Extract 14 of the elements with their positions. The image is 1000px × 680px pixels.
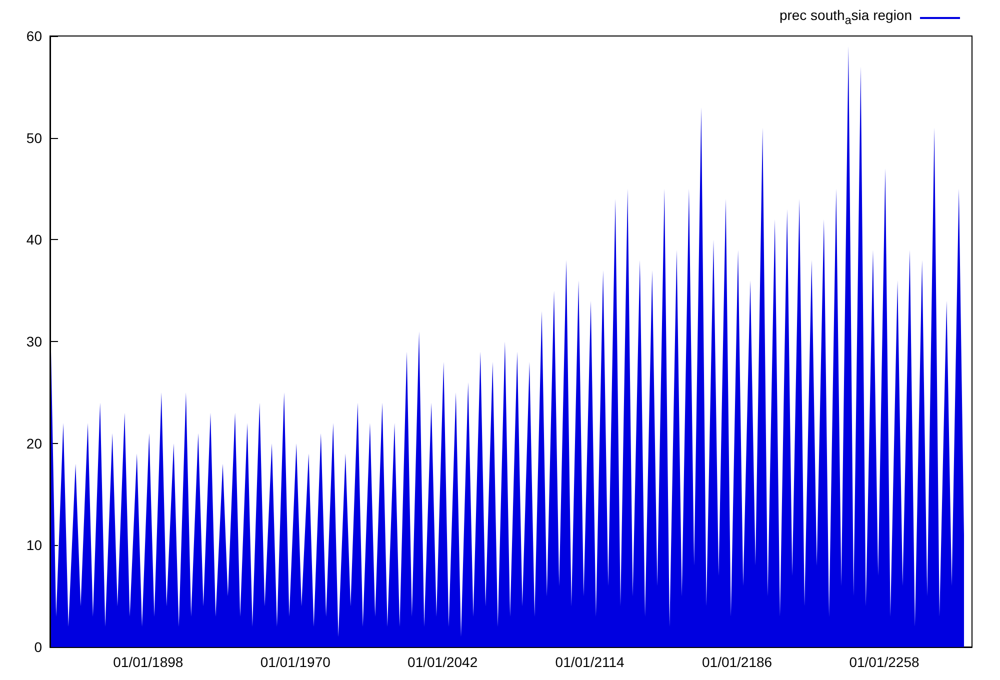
y-tick-label: 40 [26, 232, 42, 248]
x-tick-label: 01/01/2042 [408, 654, 478, 670]
x-tick-label: 01/01/2186 [702, 654, 772, 670]
y-tick-label: 10 [26, 537, 42, 554]
y-tick-label: 50 [26, 130, 42, 146]
x-tick-label: 01/01/1970 [260, 654, 331, 670]
x-tick-label: 01/01/1898 [113, 654, 184, 670]
y-tick-label: 30 [26, 334, 42, 350]
y-tick-label: 20 [26, 435, 42, 452]
x-tick-label: 01/01/2258 [849, 654, 920, 670]
x-tick-label: 01/01/2114 [555, 654, 625, 670]
y-tick-label: 0 [34, 639, 42, 655]
y-tick-label: 60 [26, 28, 42, 44]
legend-label: prec south$_{a}$sia region [779, 6, 912, 29]
